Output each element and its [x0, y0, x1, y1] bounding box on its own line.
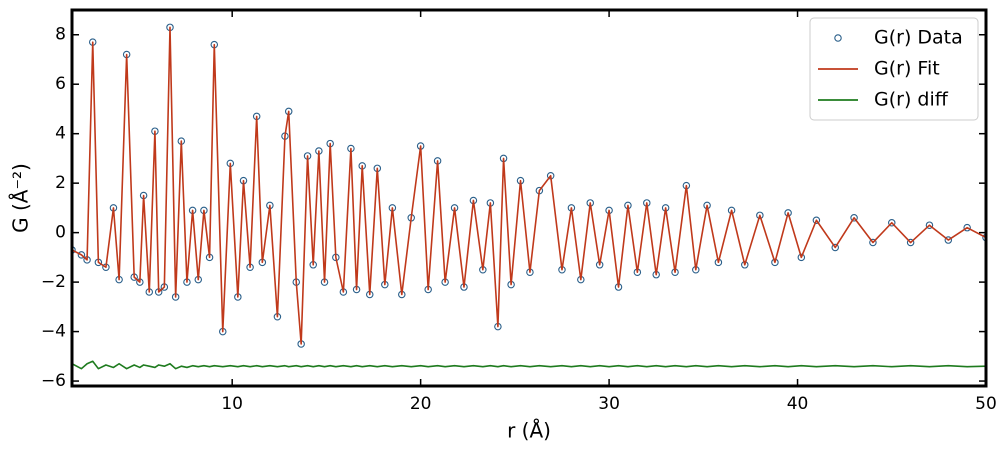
- data-point: [797, 253, 806, 262]
- y-tick-label: −2: [41, 272, 66, 292]
- data-point: [756, 211, 764, 220]
- plot-frame: [70, 8, 988, 388]
- data-point: [831, 243, 839, 252]
- legend-label: G(r) Fit: [874, 58, 940, 80]
- legend-marker: [834, 34, 842, 42]
- x-tick-label: 50: [975, 394, 997, 414]
- x-tick-label: 30: [598, 394, 620, 414]
- y-tick-label: −4: [41, 322, 66, 342]
- y-tick-label: −6: [41, 371, 66, 391]
- y-tick-label: 8: [55, 25, 66, 45]
- data-point: [869, 238, 877, 247]
- x-tick-label: 40: [787, 394, 809, 414]
- y-tick-label: 4: [55, 124, 66, 144]
- data-point: [771, 258, 779, 267]
- series-line: [72, 26, 986, 345]
- legend-label: G(r) Data: [874, 27, 963, 49]
- series-line: [72, 360, 986, 370]
- legend-label: G(r) diff: [874, 89, 949, 111]
- data-point: [77, 251, 86, 259]
- data-point: [963, 223, 971, 232]
- y-axis-label: G (Å⁻²): [9, 163, 33, 233]
- data-point: [812, 216, 821, 225]
- plot-area: [72, 23, 986, 370]
- data-point: [925, 221, 934, 229]
- y-tick-label: 2: [55, 173, 66, 193]
- data-point: [944, 236, 953, 244]
- y-tick-label: 6: [55, 74, 66, 94]
- x-axis-label: r (Å): [507, 419, 551, 443]
- data-point: [888, 218, 896, 227]
- x-tick-label: 20: [410, 394, 432, 414]
- data-point: [906, 238, 915, 247]
- legend-box: [809, 17, 979, 121]
- y-tick-label: 0: [55, 223, 66, 243]
- data-point: [784, 209, 792, 217]
- x-tick-label: 10: [221, 394, 243, 414]
- data-point: [850, 214, 858, 222]
